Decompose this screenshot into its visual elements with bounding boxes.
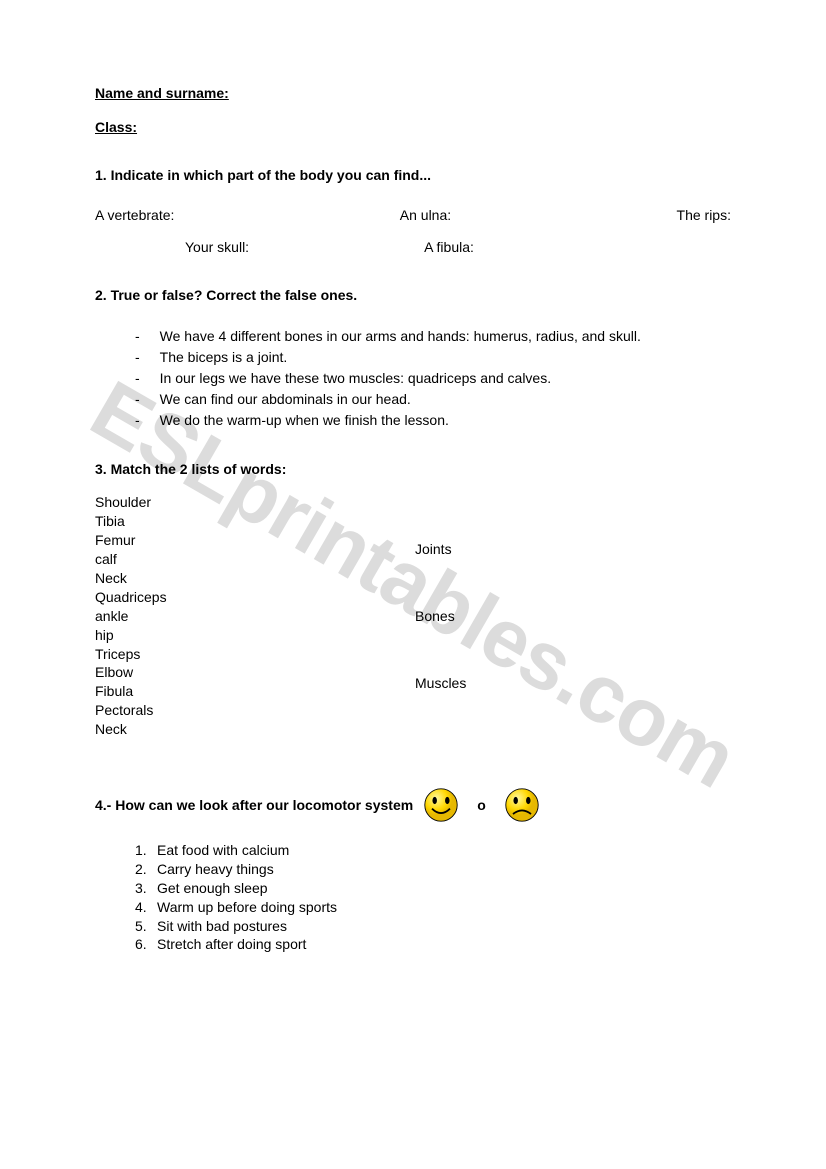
separator-text: o — [477, 797, 486, 813]
q4-num: 3. — [135, 879, 157, 898]
q3-left-item: Triceps — [95, 645, 415, 664]
sad-face-icon — [504, 787, 540, 823]
q3-left-item: Femur — [95, 531, 415, 550]
q3-left-item: ankle — [95, 607, 415, 626]
q3-left-item: Quadriceps — [95, 588, 415, 607]
q2-text: In our legs we have these two muscles: q… — [160, 369, 551, 388]
q1-item: Your skull: — [185, 239, 249, 255]
q4-item: 5.Sit with bad postures — [135, 917, 731, 936]
q3-left-list: Shoulder Tibia Femur calf Neck Quadricep… — [95, 493, 415, 739]
q4-num: 4. — [135, 898, 157, 917]
q3-left-item: hip — [95, 626, 415, 645]
q2-item: - We have 4 different bones in our arms a… — [135, 327, 731, 346]
q2-text: We can find our abdominals in our head. — [160, 390, 411, 409]
q4-num: 1. — [135, 841, 157, 860]
q1-item: A fibula: — [424, 239, 474, 255]
q2-text: We do the warm-up when we finish the les… — [160, 411, 449, 430]
q3-left-item: Neck — [95, 720, 415, 739]
q3-left-item: Tibia — [95, 512, 415, 531]
happy-face-icon — [423, 787, 459, 823]
smiley-group: o — [423, 787, 540, 823]
q3-left-item: Fibula — [95, 682, 415, 701]
q4-text: Stretch after doing sport — [157, 935, 306, 954]
q1-item: A vertebrate: — [95, 207, 174, 223]
q4-text: Get enough sleep — [157, 879, 268, 898]
q3-right-item: Bones — [415, 607, 466, 625]
q4-text: Eat food with calcium — [157, 841, 289, 860]
q3-right-list: Joints Bones Muscles — [415, 493, 466, 739]
q3-container: Shoulder Tibia Femur calf Neck Quadricep… — [95, 493, 731, 739]
q3-left-item: Pectorals — [95, 701, 415, 720]
q4-title: 4.- How can we look after our locomotor … — [95, 797, 413, 813]
name-surname-label: Name and surname: — [95, 85, 731, 101]
q3-left-item: Elbow — [95, 663, 415, 682]
q1-row1: A vertebrate: An ulna: The rips: — [95, 207, 731, 223]
q3-left-item: calf — [95, 550, 415, 569]
q1-row2: Your skull: A fibula: — [185, 239, 731, 255]
q2-title: 2. True or false? Correct the false ones… — [95, 287, 731, 303]
bullet-icon: - — [135, 327, 140, 346]
q2-text: We have 4 different bones in our arms an… — [160, 327, 641, 346]
q4-list: 1.Eat food with calcium 2.Carry heavy th… — [135, 841, 731, 954]
bullet-icon: - — [135, 390, 140, 409]
q4-item: 2.Carry heavy things — [135, 860, 731, 879]
bullet-icon: - — [135, 348, 140, 367]
q4-item: 4.Warm up before doing sports — [135, 898, 731, 917]
q3-left-item: Shoulder — [95, 493, 415, 512]
q2-list: - We have 4 different bones in our arms a… — [135, 327, 731, 429]
q1-item: The rips: — [677, 207, 731, 223]
q4-num: 6. — [135, 935, 157, 954]
class-label: Class: — [95, 119, 731, 135]
bullet-icon: - — [135, 369, 140, 388]
q1-item: An ulna: — [400, 207, 451, 223]
q4-num: 2. — [135, 860, 157, 879]
q4-item: 6.Stretch after doing sport — [135, 935, 731, 954]
q4-text: Warm up before doing sports — [157, 898, 337, 917]
q4-num: 5. — [135, 917, 157, 936]
q3-right-item: Joints — [415, 540, 466, 558]
q1-title: 1. Indicate in which part of the body yo… — [95, 167, 731, 183]
q4-title-row: 4.- How can we look after our locomotor … — [95, 787, 731, 823]
q2-text: The biceps is a joint. — [160, 348, 288, 367]
q2-item: - We do the warm-up when we finish the le… — [135, 411, 731, 430]
q3-title: 3. Match the 2 lists of words: — [95, 461, 731, 477]
bullet-icon: - — [135, 411, 140, 430]
q4-text: Sit with bad postures — [157, 917, 287, 936]
q3-left-item: Neck — [95, 569, 415, 588]
q4-item: 1.Eat food with calcium — [135, 841, 731, 860]
q4-text: Carry heavy things — [157, 860, 274, 879]
q4-item: 3.Get enough sleep — [135, 879, 731, 898]
q2-item: - In our legs we have these two muscles:… — [135, 369, 731, 388]
q3-right-item: Muscles — [415, 674, 466, 692]
q2-item: - The biceps is a joint. — [135, 348, 731, 367]
worksheet-content: Name and surname: Class: 1. Indicate in … — [95, 85, 731, 954]
q2-item: - We can find our abdominals in our head. — [135, 390, 731, 409]
